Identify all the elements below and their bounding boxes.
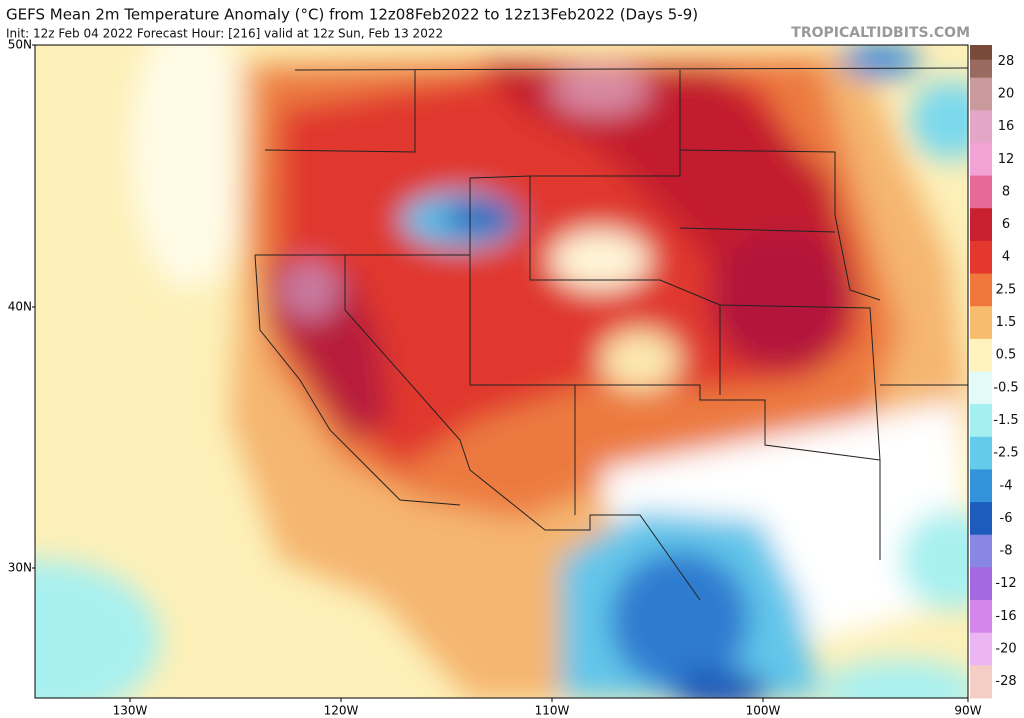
colorbar-label: 0.5 <box>996 348 1017 363</box>
state-borders <box>254 67 968 601</box>
colorbar-swatch <box>970 600 992 634</box>
colorbar-label: -1.5 <box>993 413 1018 428</box>
lon-label: 100W <box>746 704 781 718</box>
lon-label: 130W <box>113 704 148 718</box>
anomaly-field <box>35 45 968 698</box>
colorbar-label: -16 <box>995 609 1016 624</box>
colorbar-swatch <box>970 567 992 601</box>
colorbar-swatch <box>970 110 992 144</box>
colorbar-swatch <box>970 208 992 242</box>
colorbar-label: 8 <box>1002 184 1010 199</box>
lat-label: 30N <box>8 561 32 575</box>
colorbar-label: -8 <box>1000 544 1013 559</box>
colorbar-label: 28 <box>998 54 1015 69</box>
colorbar-swatch <box>970 338 992 372</box>
lon-label: 90W <box>954 704 981 718</box>
colorbar-label: 20 <box>998 86 1015 101</box>
title: GEFS Mean 2m Temperature Anomaly (°C) fr… <box>6 6 698 24</box>
colorbar-swatch <box>970 306 992 340</box>
colorbar-label: -4 <box>1000 478 1013 493</box>
colorbar-label: 12 <box>998 152 1015 167</box>
lat-label: 40N <box>8 300 32 314</box>
colorbar-label: 4 <box>1002 250 1010 265</box>
colorbar-label: -20 <box>995 642 1016 657</box>
colorbar-label: 1.5 <box>996 315 1017 330</box>
map-frame <box>34 44 969 699</box>
lat-label: 50N <box>8 38 32 52</box>
colorbar-swatch <box>970 436 992 470</box>
colorbar-swatch <box>970 77 992 111</box>
colorbar-swatch <box>970 240 992 275</box>
lon-label: 110W <box>535 704 570 718</box>
colorbar-swatch <box>970 632 992 666</box>
colorbar-swatch <box>970 273 992 307</box>
colorbar-label: -2.5 <box>993 446 1018 461</box>
colorbar-swatch <box>970 502 992 536</box>
colorbar-label: -12 <box>995 576 1016 591</box>
colorbar-swatch <box>970 142 992 177</box>
colorbar-top <box>970 45 992 60</box>
colorbar-label: -6 <box>1000 511 1013 526</box>
colorbar-label: -28 <box>995 674 1016 689</box>
colorbar-swatch <box>970 175 992 209</box>
colorbar-swatch <box>970 665 992 699</box>
colorbar-label: 16 <box>998 119 1015 134</box>
subtitle: Init: 12z Feb 04 2022 Forecast Hour: [21… <box>6 27 443 41</box>
colorbar-label: 2.5 <box>996 282 1017 297</box>
colorbar-swatch <box>970 534 992 568</box>
site-name: TROPICALTIDBITS.COM <box>791 25 970 41</box>
colorbar-swatch <box>970 371 992 405</box>
lon-label: 120W <box>324 704 359 718</box>
colorbar-label: 6 <box>1002 217 1010 232</box>
colorbar-swatch <box>970 469 992 503</box>
colorbar-swatch <box>970 404 992 438</box>
colorbar-label: -0.5 <box>993 380 1018 395</box>
